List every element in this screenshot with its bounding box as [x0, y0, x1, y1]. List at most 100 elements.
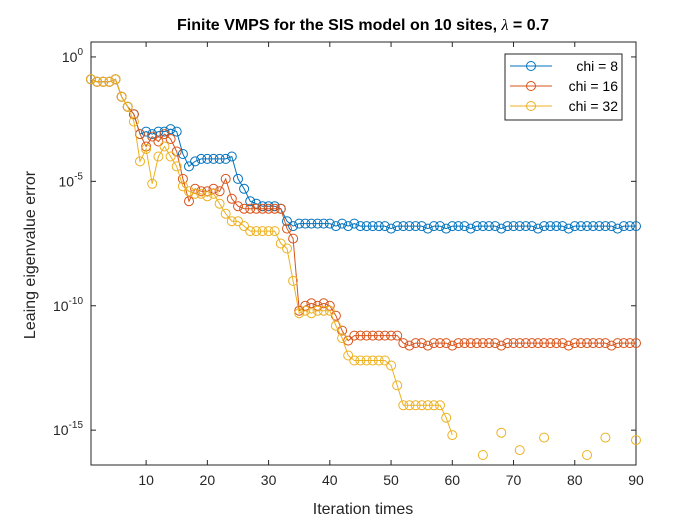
data-point [330, 320, 341, 331]
data-point [257, 226, 268, 237]
data-point [300, 305, 311, 316]
series-3 [86, 74, 641, 460]
data-point [282, 216, 292, 227]
x-tick-label: 50 [383, 472, 399, 488]
data-point [484, 338, 494, 349]
data-point [490, 221, 501, 232]
data-point [379, 330, 390, 341]
data-point [257, 203, 268, 214]
data-point [318, 218, 329, 229]
data-point [184, 186, 194, 197]
data-point [551, 221, 562, 232]
data-point [502, 221, 513, 232]
data-point [618, 221, 629, 232]
data-point [312, 218, 323, 229]
data-point [533, 338, 543, 349]
data-point [208, 188, 219, 199]
data-point [147, 129, 158, 140]
data-point [557, 221, 568, 232]
data-point [288, 233, 299, 244]
data-point [367, 330, 378, 341]
data-point [110, 74, 121, 85]
y-axis-label: Leaing eigenvalue error [22, 170, 39, 339]
data-point [263, 226, 274, 237]
data-point [269, 203, 280, 214]
data-point [563, 223, 574, 234]
data-point [508, 338, 519, 349]
data-point [306, 298, 317, 309]
data-point [441, 223, 452, 234]
data-point [422, 400, 433, 411]
data-point [557, 338, 568, 349]
data-point [447, 221, 458, 232]
legend-box [504, 53, 623, 121]
data-point [196, 186, 207, 197]
data-point [239, 203, 250, 214]
y-tick-label: 10-10 [53, 296, 83, 314]
data-point [416, 221, 427, 232]
data-point [343, 350, 354, 361]
data-point [349, 218, 360, 229]
data-point [116, 91, 127, 102]
data-point [404, 221, 415, 232]
data-point [128, 109, 139, 120]
data-point [600, 338, 611, 349]
series-line [90, 78, 453, 436]
data-point [153, 136, 164, 147]
data-point [202, 191, 213, 202]
data-point [367, 221, 378, 232]
data-point [477, 338, 488, 349]
data-point [435, 338, 445, 349]
data-point [563, 340, 574, 351]
data-point [263, 201, 274, 212]
data-point [428, 221, 439, 232]
data-point [257, 201, 268, 212]
data-point [367, 355, 378, 366]
tick-layer: 10 20 30 40 50 60 70 80 90 100 10-5 10-10 10-15 [53, 42, 644, 488]
data-point [282, 223, 292, 234]
legend-swatch-marker [526, 81, 536, 91]
data-point [416, 338, 427, 349]
data-point [410, 400, 421, 411]
data-point [386, 223, 397, 234]
data-point [398, 338, 409, 349]
chart-title: Finite VMPS for the SIS model on 10 site… [177, 17, 549, 34]
data-point [294, 218, 305, 229]
data-point [435, 400, 445, 411]
data-point [373, 330, 384, 341]
data-point [288, 221, 299, 232]
data-point [153, 151, 164, 162]
data-point [337, 218, 348, 229]
data-point [86, 74, 96, 85]
legend-label: chi = 8 [576, 58, 618, 74]
data-point [141, 144, 152, 154]
data-point [251, 203, 262, 214]
data-point [392, 380, 403, 391]
data-point [539, 338, 550, 349]
data-point [214, 186, 225, 197]
data-point [159, 141, 170, 152]
data-point [545, 338, 556, 349]
data-point [220, 208, 231, 219]
legend: chi = 8 chi = 16 chi = 32 [504, 53, 623, 121]
data-point [441, 338, 452, 349]
data-point [398, 400, 409, 411]
data-point [410, 338, 421, 349]
data-point [582, 338, 592, 349]
x-tick-label: 70 [506, 472, 522, 488]
data-point [233, 216, 243, 227]
data-point [98, 76, 109, 87]
data-point [459, 338, 470, 349]
data-point [410, 221, 421, 232]
data-point [128, 116, 139, 127]
series-layer [86, 74, 641, 460]
data-point [288, 275, 299, 286]
data-point [600, 432, 611, 443]
series-line [90, 78, 636, 230]
x-tick-label: 40 [322, 472, 338, 488]
data-point [208, 153, 219, 164]
data-point [361, 221, 372, 232]
legend-label: chi = 16 [569, 78, 619, 94]
data-point [471, 338, 482, 349]
